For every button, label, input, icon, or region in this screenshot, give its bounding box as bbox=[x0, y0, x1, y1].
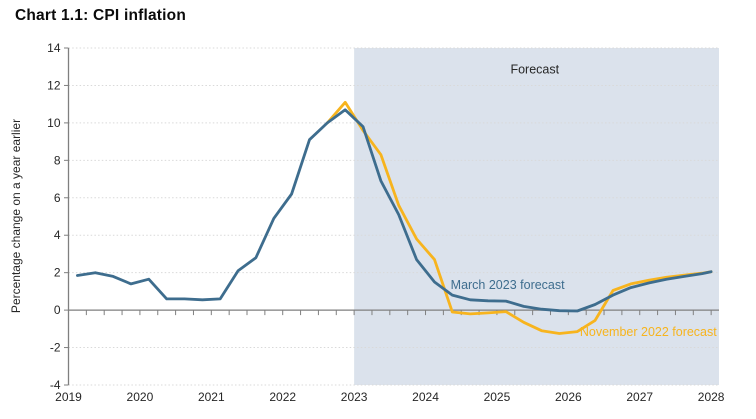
x-axis-tick-label: 2026 bbox=[555, 390, 582, 404]
x-axis-tick-label: 2023 bbox=[341, 390, 368, 404]
forecast-label: Forecast bbox=[510, 63, 559, 77]
y-axis-tick-label: 6 bbox=[54, 191, 61, 205]
y-axis-tick-label: 0 bbox=[54, 303, 61, 317]
y-axis-tick-label: 4 bbox=[54, 228, 61, 242]
y-axis-tick-label: 12 bbox=[47, 78, 61, 92]
x-axis-tick-label: 2021 bbox=[198, 390, 225, 404]
series-line-march-2023-forecast bbox=[76, 108, 713, 313]
x-axis-tick-label: 2022 bbox=[269, 390, 296, 404]
series-label-march-2023-forecast: March 2023 forecast bbox=[451, 278, 565, 292]
x-axis-tick-label: 2028 bbox=[698, 390, 725, 404]
x-axis-tick-label: 2025 bbox=[484, 390, 511, 404]
y-axis-tick-label: 8 bbox=[54, 153, 61, 167]
y-axis-tick-label: -4 bbox=[50, 378, 61, 392]
series-line-november-2022-forecast bbox=[325, 100, 713, 335]
y-axis-title: Percentage change on a year earlier bbox=[9, 119, 23, 313]
x-axis-tick-label: 2024 bbox=[412, 390, 439, 404]
y-axis-tick-label: 10 bbox=[47, 116, 61, 130]
series-label-november-2022-forecast: November 2022 forecast bbox=[580, 325, 717, 339]
x-axis-tick-label: 2020 bbox=[127, 390, 154, 404]
x-axis-tick-label: 2027 bbox=[626, 390, 653, 404]
chart-title: Chart 1.1: CPI inflation bbox=[15, 7, 187, 24]
y-axis-tick-label: 2 bbox=[54, 266, 61, 280]
x-axis-tick-label: 2019 bbox=[55, 390, 82, 404]
y-axis-tick-label: 14 bbox=[47, 41, 61, 55]
y-axis-tick-label: -2 bbox=[50, 341, 61, 355]
